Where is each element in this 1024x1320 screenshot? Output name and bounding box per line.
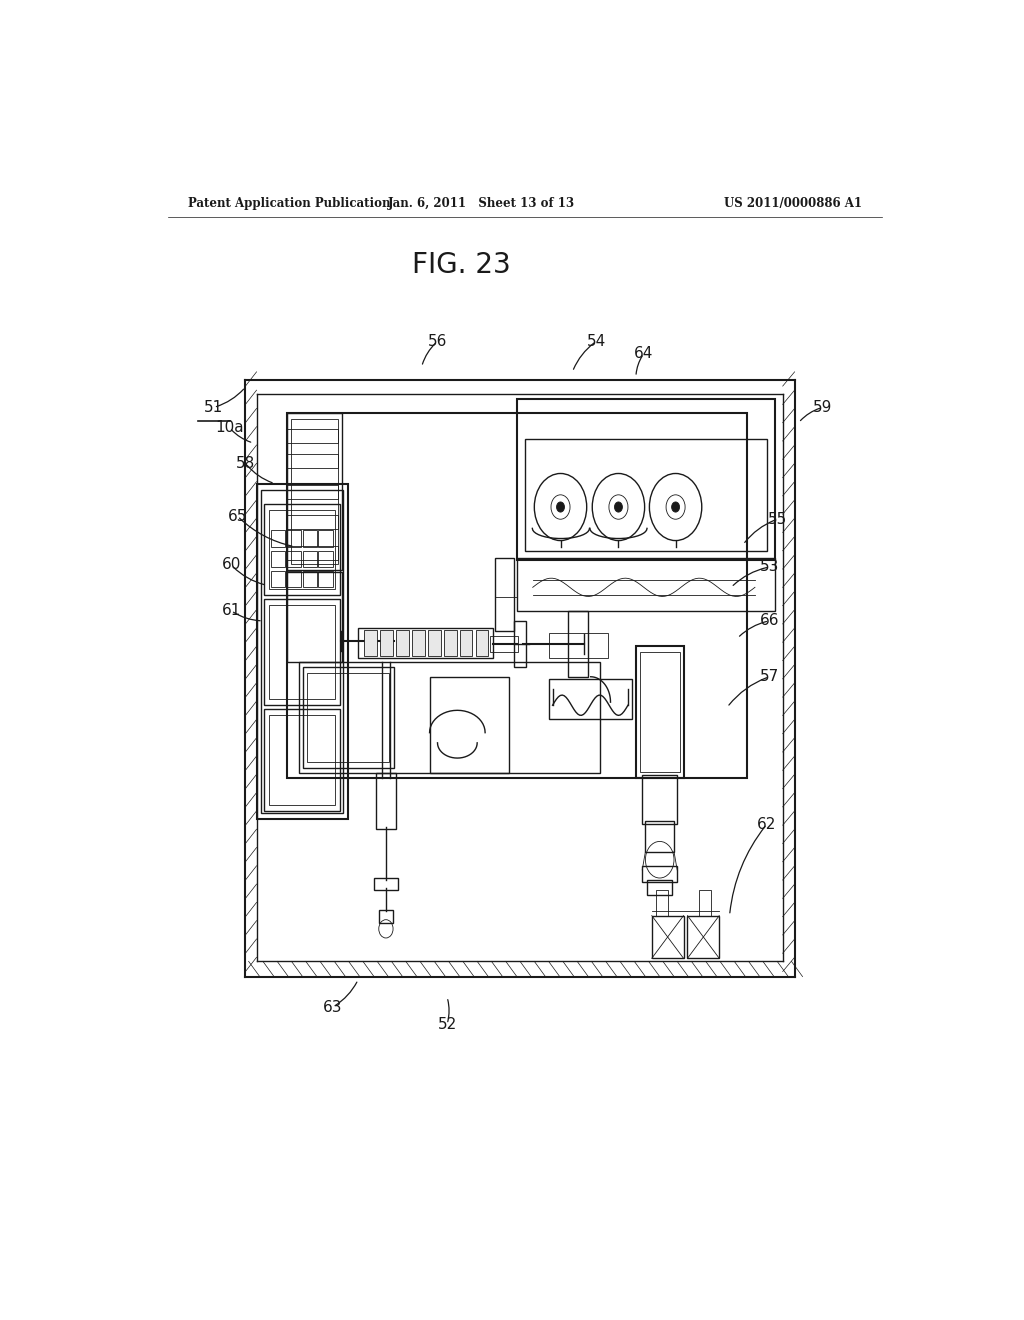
Bar (645, 821, 674, 851)
Bar (270, 550, 285, 568)
Bar (292, 418, 338, 564)
Bar (647, 880, 673, 895)
Bar (303, 572, 316, 587)
Bar (443, 630, 457, 656)
Bar (652, 916, 684, 958)
Bar (376, 774, 396, 829)
Bar (270, 531, 285, 546)
Bar (287, 429, 338, 444)
Bar (287, 413, 342, 570)
Bar (489, 636, 518, 652)
Text: Jan. 6, 2011   Sheet 13 of 13: Jan. 6, 2011 Sheet 13 of 13 (388, 197, 574, 210)
Text: 56: 56 (428, 334, 447, 348)
Text: 64: 64 (634, 346, 653, 362)
Bar (270, 572, 285, 587)
Text: 53: 53 (760, 560, 779, 574)
Bar (287, 572, 301, 587)
Text: US 2011/0000886 A1: US 2011/0000886 A1 (724, 197, 862, 210)
Bar (287, 531, 301, 546)
Bar (640, 652, 680, 772)
Text: 66: 66 (760, 614, 779, 628)
Bar (318, 550, 333, 568)
Bar (524, 440, 767, 550)
Bar (568, 611, 589, 677)
Bar (287, 412, 748, 779)
Bar (396, 630, 409, 656)
Bar (517, 399, 775, 560)
Bar (358, 628, 494, 659)
Bar (287, 545, 338, 560)
Bar (514, 620, 525, 667)
Circle shape (557, 502, 564, 512)
Text: FIG. 23: FIG. 23 (412, 251, 511, 279)
Bar (287, 515, 338, 529)
Bar (257, 483, 348, 818)
Text: 10a: 10a (215, 420, 244, 436)
Bar (287, 484, 338, 499)
Circle shape (672, 502, 680, 512)
Bar (269, 715, 335, 805)
Bar (379, 909, 393, 923)
Bar (428, 630, 440, 656)
Bar (642, 866, 677, 882)
Text: 60: 60 (221, 557, 241, 573)
Bar (264, 709, 340, 810)
Bar (699, 890, 712, 916)
Bar (261, 490, 343, 813)
Text: 62: 62 (757, 817, 776, 832)
Bar (636, 647, 684, 779)
Bar (374, 878, 397, 890)
Bar (264, 504, 340, 595)
Bar (687, 916, 719, 958)
Text: 55: 55 (768, 512, 786, 527)
Bar (287, 572, 342, 661)
Bar (287, 454, 338, 469)
Bar (549, 678, 632, 719)
Text: 65: 65 (227, 508, 247, 524)
Text: 58: 58 (236, 455, 255, 471)
Bar (303, 531, 316, 546)
Bar (380, 630, 393, 656)
Bar (495, 558, 514, 631)
Text: 59: 59 (813, 400, 833, 414)
Text: 61: 61 (221, 603, 241, 618)
Bar (269, 510, 335, 589)
Bar (318, 572, 333, 587)
Bar (412, 630, 425, 656)
Text: Patent Application Publication: Patent Application Publication (187, 197, 390, 210)
Bar (318, 531, 333, 546)
Bar (303, 550, 316, 568)
Bar (475, 630, 488, 656)
Bar (517, 558, 775, 611)
Text: 52: 52 (437, 1016, 457, 1032)
Bar (460, 630, 472, 656)
Text: 54: 54 (587, 334, 606, 348)
Bar (549, 634, 608, 659)
Text: 51: 51 (204, 400, 223, 414)
Text: 57: 57 (760, 669, 779, 684)
Bar (365, 630, 377, 656)
Bar (430, 677, 509, 774)
Bar (264, 598, 340, 705)
Circle shape (614, 502, 623, 512)
Bar (655, 890, 668, 916)
Text: 63: 63 (323, 999, 342, 1015)
Bar (307, 673, 389, 762)
Bar (303, 667, 394, 768)
Bar (287, 550, 301, 568)
Bar (269, 605, 335, 700)
Bar (299, 661, 600, 774)
Bar (642, 775, 677, 824)
